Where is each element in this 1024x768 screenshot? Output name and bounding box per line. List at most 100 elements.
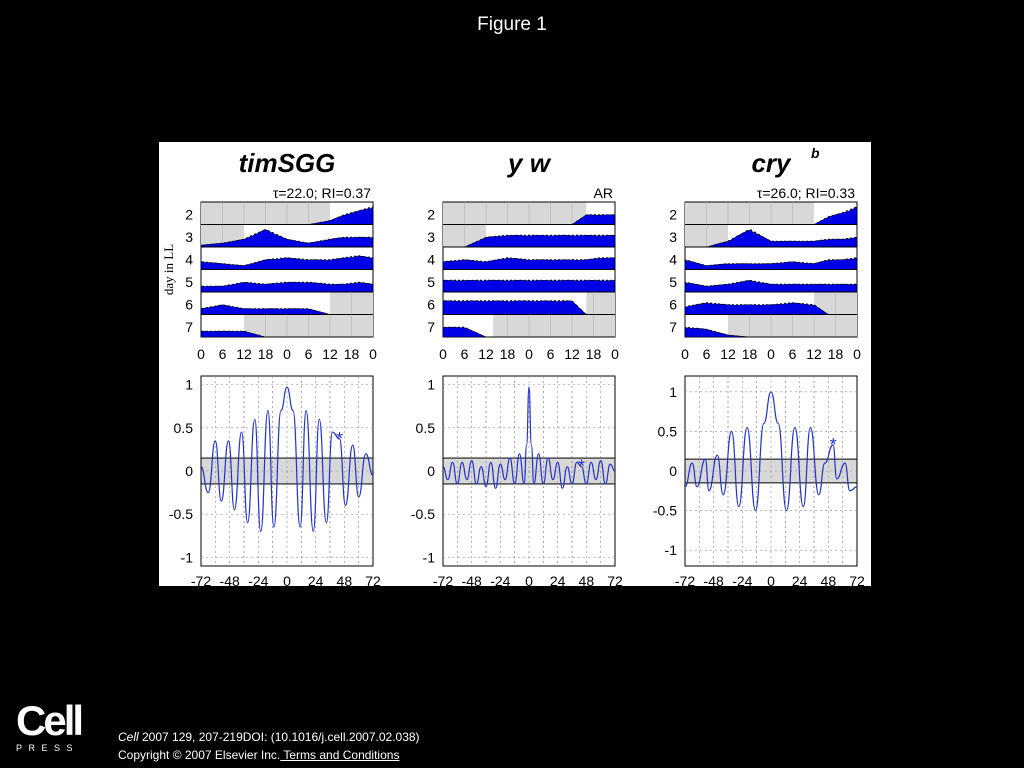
autocorrelation-x-tick-label: -48	[704, 573, 724, 586]
autocorrelation-y-tick-label: 0.5	[658, 423, 678, 439]
actogram-activity	[442, 256, 616, 270]
actogram-row: 3	[427, 224, 616, 248]
autocorrelation-panel-2: 1 0.5 0 -0.5 -1 -72 -48 -24 0 24 48 72 *	[411, 375, 623, 586]
actogram-x-tick-label: 0	[197, 346, 205, 362]
actogram-row-label: 7	[185, 319, 193, 335]
figure-panel: timSGG τ=22.0; RI=0.37 2 3 4 5 6 7 0 6 12 18 0 6 12 18 0…	[159, 142, 871, 586]
actogram-x-tick-label: 0	[681, 346, 689, 362]
actogram-activity	[200, 330, 373, 338]
autocorrelation-y-tick-label: 0	[427, 463, 435, 479]
actogram-activity	[200, 255, 374, 270]
actogram-row: 3	[669, 224, 858, 248]
actogram-x-tick-label: 12	[236, 346, 252, 362]
copyright-text: Copyright © 2007 Elsevier Inc.	[118, 748, 281, 762]
actogram-shading	[493, 315, 615, 337]
actogram-row-label: 6	[185, 297, 193, 313]
autocorrelation-y-tick-label: 1	[185, 377, 193, 393]
autocorrelation-panel-1: 1 0.5 0 -0.5 -1 -72 -48 -24 0 24 48 72 *	[169, 375, 381, 586]
actogram-x-tick-label: 18	[500, 346, 516, 362]
autocorrelation-x-tick-label: -72	[433, 573, 453, 586]
copyright: Copyright © 2007 Elsevier Inc. Terms and…	[118, 748, 399, 762]
actogram-x-tick-label: 18	[344, 346, 360, 362]
actogram-row-label: 5	[185, 274, 193, 290]
actogram-row-label: 3	[185, 229, 193, 245]
actogram-x-tick-label: 6	[219, 346, 227, 362]
actogram-row: 4	[185, 246, 374, 270]
actogram-row: 5	[669, 269, 858, 293]
autocorrelation-y-tick-label: 0.5	[416, 420, 436, 436]
actogram-activity	[684, 257, 858, 270]
autocorrelation-x-tick-label: 0	[767, 573, 775, 586]
actogram-row-label: 5	[669, 274, 677, 290]
actogram-x-tick-label: 0	[767, 346, 775, 362]
autocorrelation-y-tick-label: -0.5	[411, 506, 435, 522]
actogram-row-label: 5	[427, 274, 435, 290]
autocorrelation-x-tick-label: -48	[220, 573, 240, 586]
autocorrelation-y-tick-label: -1	[423, 549, 436, 565]
actogram-x-tick-label: 18	[258, 346, 274, 362]
autocorrelation-x-tick-label: -72	[191, 573, 211, 586]
slide-title: Figure 1	[477, 14, 547, 35]
actogram-row-label: 7	[427, 319, 435, 335]
terms-link[interactable]: Terms and Conditions	[280, 748, 400, 762]
citation-journal: Cell	[118, 730, 139, 744]
actogram-row-label: 4	[669, 252, 677, 268]
actogram-activity	[442, 279, 616, 293]
autocorrelation-line	[684, 391, 858, 512]
actogram-row: 2	[185, 201, 374, 225]
actogram-row-label: 2	[185, 207, 193, 223]
autocorrelation-x-tick-label: 24	[792, 573, 808, 586]
actogram-x-tick-label: 12	[564, 346, 580, 362]
actogram-shading	[586, 292, 615, 314]
actogram-activity	[684, 279, 858, 293]
actogram-row: 4	[669, 246, 858, 270]
autocorrelation-peak-marker: *	[830, 435, 837, 455]
actogram-annotation: AR	[594, 185, 613, 201]
actogram-x-tick-label: 6	[547, 346, 555, 362]
autocorrelation-x-tick-label: 48	[821, 573, 837, 586]
actogram-x-tick-label: 6	[461, 346, 469, 362]
actogram-row: 4	[427, 246, 616, 270]
autocorrelation-x-tick-label: 72	[607, 573, 623, 586]
autocorrelation-y-tick-label: -1	[665, 542, 678, 558]
autocorrelation-x-tick-label: -24	[732, 573, 752, 586]
actogram-x-tick-label: 0	[611, 346, 619, 362]
actogram-y-label: day in LL	[161, 244, 176, 295]
actogram-row-label: 7	[669, 319, 677, 335]
autocorrelation-y-tick-label: -0.5	[169, 506, 193, 522]
actogram-title: cry	[751, 148, 792, 178]
autocorrelation-x-tick-label: -24	[490, 573, 510, 586]
actogram-row: 7	[669, 314, 858, 338]
actogram-x-tick-label: 12	[720, 346, 736, 362]
autocorrelation-x-tick-label: -48	[462, 573, 482, 586]
actogram-title-superscript: b	[811, 145, 820, 161]
actogram-annotation: τ=26.0; RI=0.33	[757, 185, 855, 201]
actogram-x-tick-label: 6	[789, 346, 797, 362]
actogram-row: 2	[427, 201, 616, 225]
actogram-activity	[443, 234, 616, 248]
autocorrelation-x-tick-label: 72	[365, 573, 381, 586]
actogram-x-tick-label: 12	[322, 346, 338, 362]
actogram-row: 3	[185, 224, 374, 248]
autocorrelation-x-tick-label: -24	[248, 573, 268, 586]
autocorrelation-y-tick-label: -1	[181, 549, 194, 565]
actogram-row: 7	[427, 314, 616, 338]
actogram-title: y w	[506, 148, 552, 178]
citation-text: 2007 129, 207-219DOI: (10.1016/j.cell.20…	[138, 730, 420, 744]
autocorrelation-x-tick-label: 0	[283, 573, 291, 586]
actogram-row: 7	[185, 314, 374, 338]
actogram-row-label: 3	[427, 229, 435, 245]
actogram-annotation: τ=22.0; RI=0.37	[273, 185, 371, 201]
actogram-x-tick-label: 12	[478, 346, 494, 362]
autocorrelation-x-tick-label: 72	[849, 573, 865, 586]
actogram-row-label: 3	[669, 229, 677, 245]
autocorrelation-y-tick-label: 0	[185, 463, 193, 479]
autocorrelation-x-tick-label: -72	[675, 573, 695, 586]
autocorrelation-x-tick-label: 0	[525, 573, 533, 586]
autocorrelation-x-tick-label: 24	[550, 573, 566, 586]
actogram-row-label: 2	[427, 207, 435, 223]
citation: Cell 2007 129, 207-219DOI: (10.1016/j.ce…	[118, 730, 420, 744]
